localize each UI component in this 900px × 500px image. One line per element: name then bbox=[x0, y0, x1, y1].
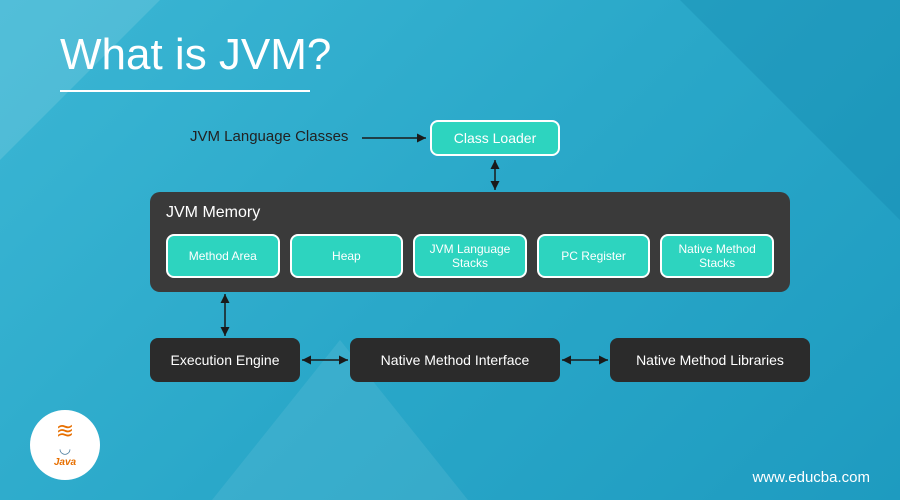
memory-area-stacks: JVM Language Stacks bbox=[413, 234, 527, 278]
jvm-memory-title: JVM Memory bbox=[166, 204, 774, 222]
memory-area-pc: PC Register bbox=[537, 234, 651, 278]
memory-area-method: Method Area bbox=[166, 234, 280, 278]
native-interface-node: Native Method Interface bbox=[350, 338, 560, 382]
java-logo: ≋ ◡ Java bbox=[30, 410, 100, 480]
java-steam-icon: ≋ bbox=[56, 422, 74, 440]
java-logo-text: Java bbox=[54, 457, 76, 468]
java-cup-icon: ◡ bbox=[59, 440, 71, 457]
native-libraries-node: Native Method Libraries bbox=[610, 338, 810, 382]
input-label: JVM Language Classes bbox=[190, 128, 348, 145]
jvm-memory-row: Method Area Heap JVM Language Stacks PC … bbox=[166, 234, 774, 278]
attribution-text: www.educba.com bbox=[752, 469, 870, 486]
execution-engine-node: Execution Engine bbox=[150, 338, 300, 382]
memory-area-heap: Heap bbox=[290, 234, 404, 278]
jvm-diagram: JVM Language Classes Class Loader JVM Me… bbox=[130, 120, 850, 440]
page-title: What is JVM? bbox=[60, 30, 331, 80]
memory-area-native-stacks: Native Method Stacks bbox=[660, 234, 774, 278]
class-loader-node: Class Loader bbox=[430, 120, 560, 156]
jvm-memory-box: JVM Memory Method Area Heap JVM Language… bbox=[150, 192, 790, 292]
title-underline bbox=[60, 90, 310, 92]
